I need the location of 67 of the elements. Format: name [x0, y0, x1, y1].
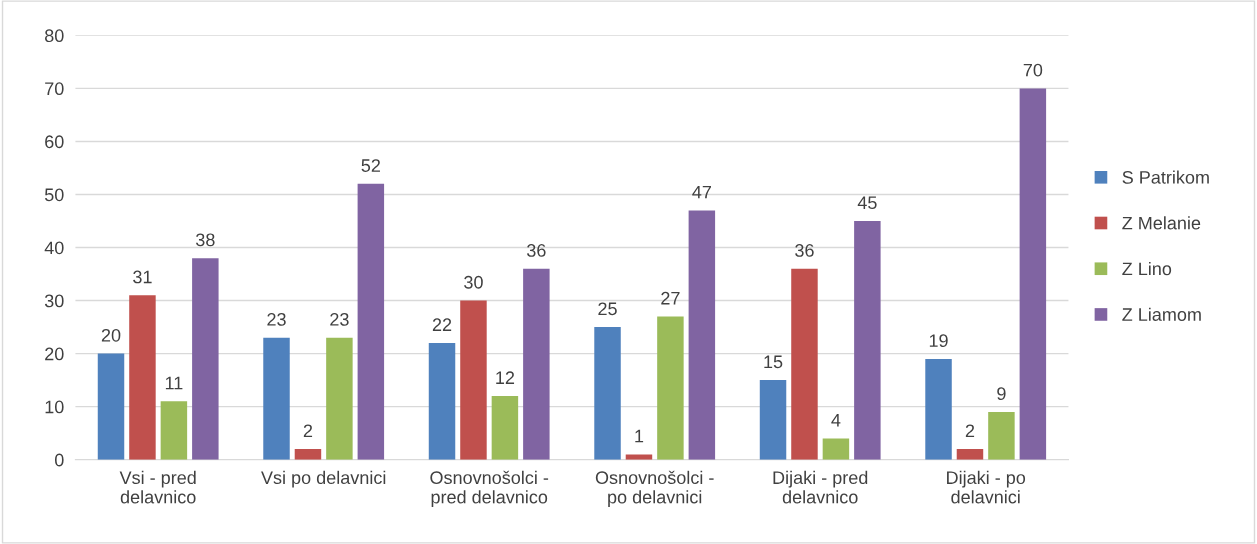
data-label: 20: [101, 328, 121, 342]
bar: [460, 300, 487, 460]
y-tick-label: 10: [45, 400, 64, 414]
bar: [925, 358, 952, 460]
data-label: 36: [527, 244, 546, 257]
data-label: 36: [795, 244, 814, 257]
bar: [988, 411, 1015, 460]
y-tick-label: 20: [45, 347, 64, 361]
data-label: 1: [635, 429, 644, 443]
data-label: 22: [432, 318, 452, 331]
bar: [625, 454, 653, 460]
data-label: 23: [267, 313, 286, 326]
legend-label: Z Melanie: [1122, 216, 1201, 230]
bar: [822, 438, 850, 460]
bar: [854, 221, 881, 460]
y-tick-label: 0: [54, 453, 64, 467]
bar: [129, 295, 156, 460]
bar: [759, 380, 787, 460]
legend-label: Z Lino: [1122, 261, 1172, 276]
bar: [791, 268, 818, 460]
y-tick-label: 80: [45, 29, 64, 43]
data-label: 2: [965, 424, 975, 437]
bar: [192, 258, 219, 460]
bar: [491, 396, 519, 460]
bar: [357, 183, 385, 460]
bar: [97, 353, 125, 460]
legend-label: S Patrikom: [1122, 170, 1209, 184]
data-label: 23: [330, 313, 349, 326]
x-tick-label: Osnovnošolci - pred delavnico: [430, 470, 549, 508]
bar: [1019, 88, 1047, 460]
data-label: 30: [464, 275, 483, 289]
data-label: 45: [857, 196, 877, 210]
x-tick-label: Dijaki - po delavnici: [947, 470, 1026, 504]
legend-label: Z Liamom: [1122, 307, 1201, 321]
x-tick-label: Vsi - pred delavnico: [119, 470, 196, 504]
x-tick-label: Vsi po delavnici: [261, 470, 386, 488]
data-label: 25: [598, 302, 617, 316]
data-label: 19: [929, 334, 948, 347]
data-label: 9: [997, 387, 1006, 401]
bar: [523, 268, 550, 460]
data-label: 27: [661, 291, 680, 305]
data-label: 47: [692, 185, 711, 199]
y-tick-label: 70: [45, 82, 64, 96]
bar: [956, 449, 984, 460]
bar: [294, 449, 322, 460]
data-label: 31: [133, 270, 152, 284]
y-tick-label: 60: [45, 135, 64, 149]
data-label: 2: [303, 424, 313, 437]
data-label: 70: [1023, 63, 1043, 77]
bar: [428, 342, 456, 460]
data-label: 12: [496, 371, 515, 384]
bar: [326, 337, 353, 460]
data-label: 4: [831, 413, 841, 427]
bar: [657, 316, 684, 460]
bar: [263, 337, 290, 460]
y-tick-label: 40: [44, 241, 64, 255]
bar: [594, 327, 621, 460]
y-tick-label: 50: [44, 188, 64, 202]
y-tick-label: 30: [44, 294, 64, 308]
data-label: 15: [764, 355, 783, 369]
x-tick-label: Dijaki - pred delavnico: [773, 470, 868, 504]
data-label: 52: [361, 159, 380, 172]
bar: [160, 401, 188, 460]
data-label: 38: [195, 233, 215, 247]
bar: [688, 210, 716, 460]
x-tick-label: Osnovnošolci - po delavnici: [595, 470, 714, 508]
data-label: 11: [165, 376, 183, 390]
